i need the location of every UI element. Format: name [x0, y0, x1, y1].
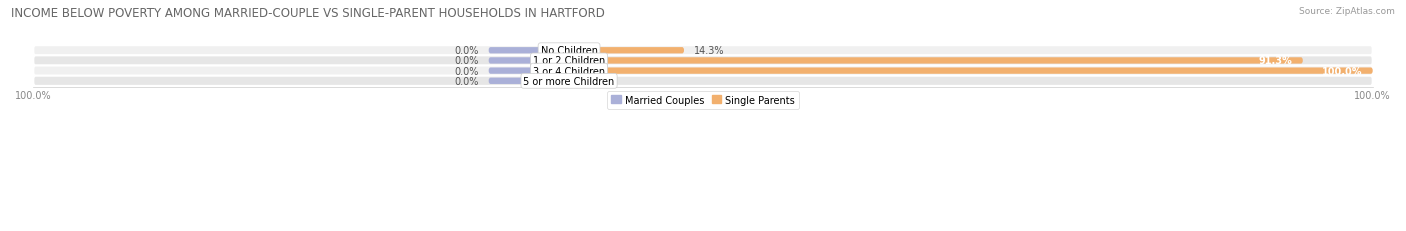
Text: 0.0%: 0.0% [454, 66, 478, 76]
FancyBboxPatch shape [34, 46, 1372, 56]
Text: 3 or 4 Children: 3 or 4 Children [533, 66, 605, 76]
Text: Source: ZipAtlas.com: Source: ZipAtlas.com [1299, 7, 1395, 16]
Text: 0.0%: 0.0% [454, 56, 478, 66]
Text: 1 or 2 Children: 1 or 2 Children [533, 56, 605, 66]
FancyBboxPatch shape [489, 58, 569, 64]
FancyBboxPatch shape [489, 68, 569, 74]
FancyBboxPatch shape [569, 68, 1372, 74]
FancyBboxPatch shape [569, 58, 1303, 64]
Text: 5 or more Children: 5 or more Children [523, 76, 614, 86]
Text: No Children: No Children [540, 46, 598, 56]
Text: 91.3%: 91.3% [1258, 56, 1292, 66]
FancyBboxPatch shape [34, 66, 1372, 76]
Text: 0.0%: 0.0% [454, 46, 478, 56]
Text: INCOME BELOW POVERTY AMONG MARRIED-COUPLE VS SINGLE-PARENT HOUSEHOLDS IN HARTFOR: INCOME BELOW POVERTY AMONG MARRIED-COUPL… [11, 7, 605, 20]
FancyBboxPatch shape [34, 76, 1372, 87]
FancyBboxPatch shape [489, 78, 569, 85]
FancyBboxPatch shape [34, 56, 1372, 66]
Text: 100.0%: 100.0% [1322, 66, 1362, 76]
FancyBboxPatch shape [489, 48, 569, 54]
Text: 0.0%: 0.0% [454, 76, 478, 86]
Text: 0.0%: 0.0% [579, 76, 603, 86]
Text: 14.3%: 14.3% [695, 46, 724, 56]
FancyBboxPatch shape [569, 48, 683, 54]
Legend: Married Couples, Single Parents: Married Couples, Single Parents [607, 91, 799, 109]
